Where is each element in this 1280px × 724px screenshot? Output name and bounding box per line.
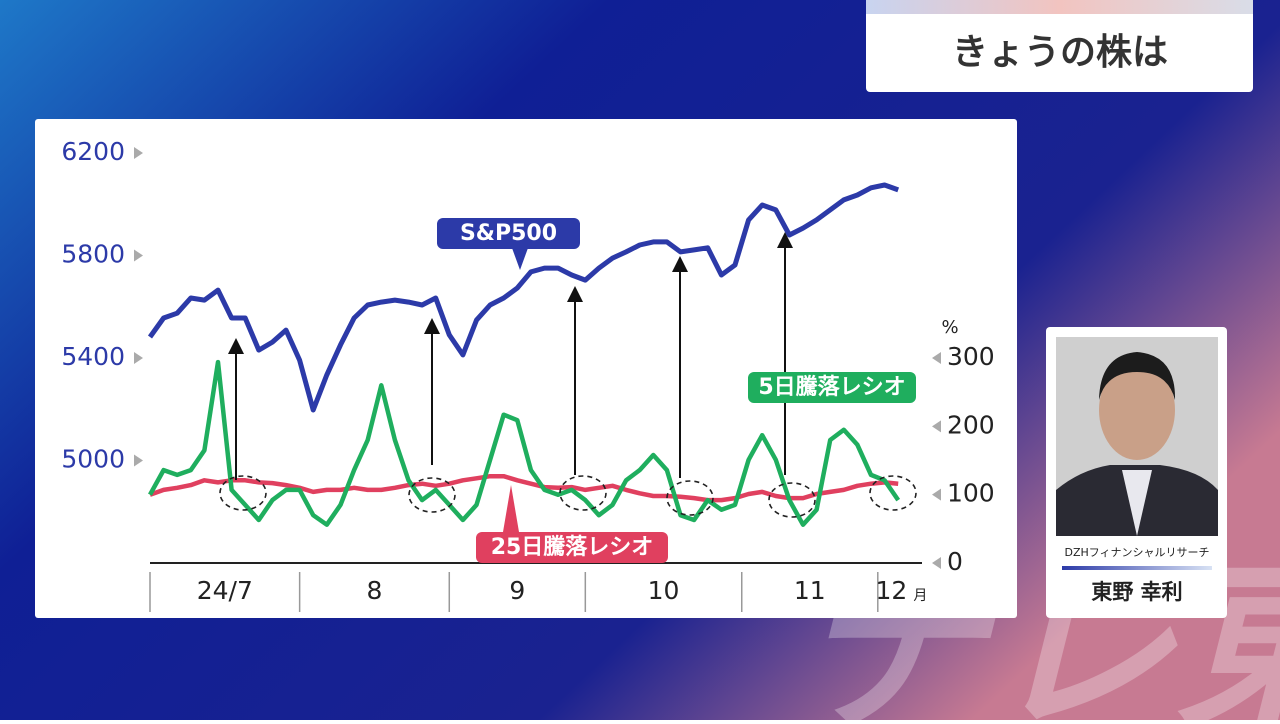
y2-tick-mark [932, 420, 941, 433]
x-tick-label: 24/7 [197, 576, 253, 605]
title-box [866, 0, 1253, 92]
y2-tick-label: 300 [947, 342, 995, 371]
y2-tick-mark [932, 557, 941, 569]
legends: S&P500 5日騰落レシオ 25日騰落レシオ [437, 218, 916, 563]
x-tick-label: 9 [509, 576, 525, 605]
y-tick-mark [134, 454, 143, 467]
photo-shirt [1122, 470, 1152, 536]
x-tick-label: 8 [367, 576, 383, 605]
legend-box [476, 532, 668, 563]
page-title: きょうの株は [952, 32, 1168, 73]
highlight-circles [219, 475, 917, 518]
y2-tick-label: 0 [947, 547, 963, 576]
title-strip [866, 0, 1253, 14]
y2-tick-label: 200 [947, 410, 995, 439]
y-tick-mark [134, 352, 143, 364]
y-tick-label: 5000 [61, 445, 125, 474]
photo-hair [1099, 352, 1176, 400]
y-tick-label: 5800 [61, 240, 125, 269]
y2-tick-mark [932, 488, 941, 501]
series-line [148, 359, 901, 527]
legend-pointer [503, 485, 519, 532]
y2-tick-mark [932, 352, 941, 364]
presenter-bar [1062, 566, 1212, 570]
legend-box [748, 372, 916, 403]
legend-label: 5日騰落レシオ [758, 375, 905, 400]
legend-pointer [512, 248, 528, 270]
y-tick-mark [134, 147, 143, 159]
y-tick-label: 6200 [61, 137, 125, 166]
legend-box [437, 218, 580, 249]
presenter-name: 東野 幸利 [1091, 580, 1182, 604]
legend-label: 25日騰落レシオ [491, 535, 654, 560]
y2-tick-label: 100 [947, 479, 995, 508]
y2-unit: % [941, 317, 958, 338]
presenter-company: DZHフィナンシャルリサーチ [1064, 546, 1209, 559]
y-tick-mark [134, 249, 143, 262]
series-line [147, 182, 900, 413]
annotations [228, 232, 793, 480]
x-unit: 月 [913, 588, 927, 604]
y-tick-label: 5400 [61, 342, 125, 371]
photo-face [1099, 360, 1175, 460]
x-tick-label: 12 [875, 576, 907, 605]
series-line [149, 473, 899, 503]
x-tick-label: 10 [648, 576, 680, 605]
plot: 5000 5400 5800 6200 0 100 200 300% 24/7 8 9 10 11 12 月 [61, 137, 995, 612]
legend-label: S&P500 [460, 221, 557, 246]
x-tick-label: 11 [794, 576, 826, 605]
